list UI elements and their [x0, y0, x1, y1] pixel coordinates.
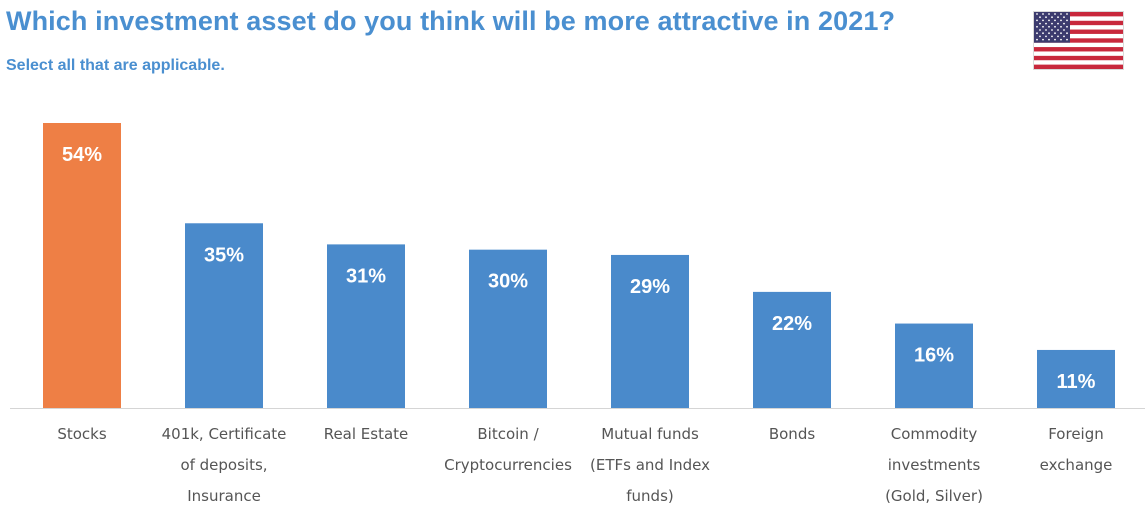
bar-value-label-3: 30%	[488, 271, 528, 293]
bar-7	[1037, 349, 1115, 408]
bar-4	[611, 254, 689, 408]
category-label-4: Mutual funds (ETFs and Index funds)	[590, 425, 710, 505]
us-flag-icon	[1034, 12, 1123, 69]
bar-value-label-7: 11%	[1057, 371, 1096, 393]
bar-value-label-4: 29%	[630, 276, 670, 298]
bar-6	[895, 323, 973, 408]
bar-0	[43, 123, 121, 408]
category-label-2: Real Estate	[324, 425, 409, 443]
bar-value-label-5: 22%	[772, 313, 812, 335]
category-label-6: Commodity investments (Gold, Silver)	[885, 425, 983, 505]
category-label-5: Bonds	[769, 425, 815, 443]
chart-title: Which investment asset do you think will…	[6, 6, 896, 36]
category-label-7: Foreign exchange	[1040, 425, 1113, 474]
bar-3	[469, 249, 547, 408]
category-label-0: Stocks	[57, 425, 107, 443]
bar-value-label-2: 31%	[346, 265, 386, 287]
bar-1	[185, 223, 263, 408]
bar-value-label-6: 16%	[914, 345, 954, 367]
category-label-1: 401k, Certificate of deposits, Insurance	[162, 425, 287, 505]
bar-5	[753, 291, 831, 408]
bar-value-label-0: 54%	[62, 144, 102, 166]
bar-2	[327, 244, 405, 408]
chart-subtitle: Select all that are applicable.	[6, 57, 225, 74]
category-label-3: Bitcoin / Cryptocurrencies	[444, 425, 572, 474]
bar-value-label-1: 35%	[204, 244, 244, 266]
